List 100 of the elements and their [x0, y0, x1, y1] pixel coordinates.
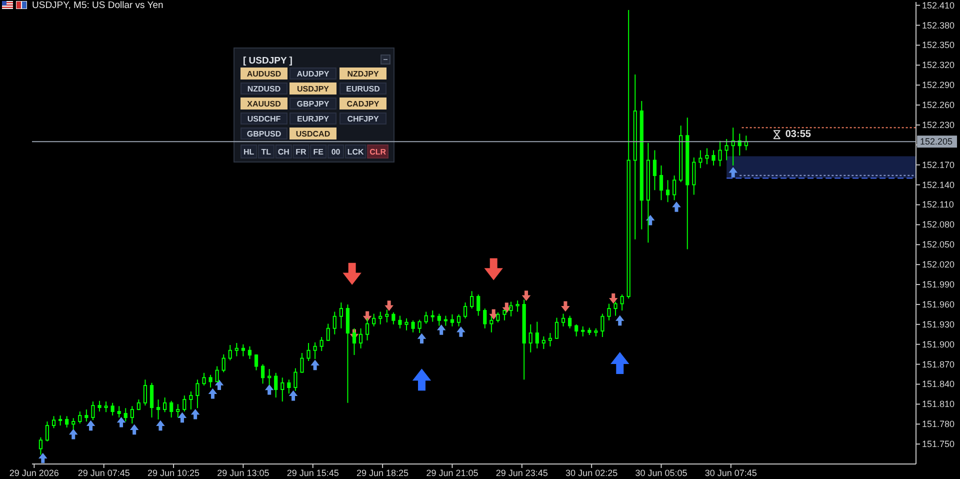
candlestick	[418, 319, 422, 334]
candlestick	[326, 323, 330, 342]
candlestick	[38, 436, 43, 456]
candlestick	[260, 364, 265, 384]
candlestick	[620, 294, 624, 311]
candlestick	[705, 148, 709, 165]
candlestick	[581, 326, 585, 337]
candlestick	[182, 395, 186, 412]
candlestick	[594, 328, 598, 337]
x-tick-label: 30 Jun 05:05	[635, 468, 688, 478]
candlestick	[528, 324, 532, 353]
candlestick	[712, 150, 716, 166]
annotation: CLR	[370, 147, 386, 156]
candlestick	[463, 302, 468, 319]
candlestick	[411, 320, 415, 333]
candlestick	[274, 372, 278, 398]
annotation: GBPJPY	[296, 99, 330, 108]
candlestick	[189, 391, 193, 410]
annotation: LCK	[347, 147, 364, 156]
x-tick-label: 29 Jun 07:45	[78, 468, 130, 478]
candlestick	[672, 175, 676, 201]
x-tick-label: 29 Jun 18:25	[356, 468, 409, 478]
candlestick	[72, 418, 76, 430]
annotation: CHFJPY	[347, 114, 380, 124]
annotation: EURUSD	[346, 84, 380, 94]
candlestick	[130, 406, 134, 424]
candlestick	[483, 308, 487, 329]
annotation: NZDUSD	[247, 84, 281, 94]
candlestick	[163, 397, 167, 413]
y-tick-label: 152.110	[922, 200, 954, 210]
candlestick	[215, 366, 219, 382]
y-tick-label: 151.750	[922, 439, 955, 450]
candlestick	[300, 352, 304, 374]
x-tick-label: 29 Jun 2026	[9, 468, 59, 478]
candlestick	[424, 311, 428, 324]
candlestick	[456, 314, 461, 327]
candlestick	[202, 372, 206, 386]
chart-title: USDJPY, M5: US Dollar vs Yen	[32, 0, 164, 11]
candlestick	[470, 290, 474, 309]
annotation: 00	[331, 147, 341, 156]
annotation: AUDUSD	[246, 69, 282, 78]
candlestick	[679, 125, 683, 183]
ref-line-label: 152.205	[920, 136, 953, 147]
candlestick	[156, 399, 160, 420]
candlestick	[287, 379, 291, 394]
candlestick	[306, 342, 310, 362]
candlestick	[600, 313, 604, 338]
y-tick-label: 151.810	[922, 399, 955, 410]
candlestick	[398, 315, 402, 329]
candlestick	[568, 315, 572, 329]
candlestick	[254, 354, 258, 371]
annotation: GBPUSD	[246, 129, 282, 138]
annotation: USDCAD	[296, 129, 330, 138]
candlestick	[633, 74, 637, 240]
candlestick	[124, 408, 128, 422]
candlestick	[332, 311, 336, 335]
candlestick	[313, 342, 317, 360]
candlestick	[45, 420, 50, 442]
candlestick	[294, 368, 298, 392]
y-tick-label: 152.020	[922, 260, 955, 270]
candlestick	[731, 127, 735, 166]
candlestick	[496, 312, 500, 323]
candlestick	[502, 309, 506, 321]
candlestick	[268, 368, 272, 386]
candlestick	[280, 377, 284, 402]
candlestick	[744, 135, 748, 151]
candlestick	[352, 328, 356, 356]
candlestick	[646, 142, 650, 244]
y-tick-label: 152.080	[922, 220, 955, 230]
candlestick	[65, 416, 69, 428]
candlestick	[143, 379, 148, 406]
candlestick	[150, 382, 154, 418]
annotation: HL	[243, 147, 254, 156]
annotation: FR	[296, 147, 307, 156]
candlestick	[450, 314, 454, 327]
y-tick-label: 151.990	[922, 280, 955, 290]
x-tick-label: 30 Jun 07:45	[704, 468, 757, 478]
annotation: 03:55	[785, 129, 812, 140]
candlestick	[724, 138, 728, 161]
annotation: AUDJPY	[296, 69, 330, 78]
candlestick	[548, 332, 552, 347]
candlestick	[58, 414, 62, 426]
candlestick	[208, 374, 212, 388]
candlestick	[404, 318, 408, 331]
annotation: [ USDJPY ]	[243, 56, 292, 66]
candlestick	[222, 354, 226, 373]
y-tick-label: 152.290	[922, 80, 955, 90]
candlestick	[574, 324, 578, 337]
x-tick-label: 30 Jun 02:25	[566, 468, 618, 478]
y-tick-label: 151.840	[922, 379, 955, 390]
candlestick	[535, 321, 539, 349]
candlestick	[392, 312, 396, 325]
annotation: EURJPY	[296, 114, 330, 124]
candlestick	[358, 328, 363, 349]
candlestick	[666, 180, 670, 203]
candlestick	[366, 318, 370, 341]
y-tick-label: 152.260	[922, 100, 955, 110]
y-tick-label: 152.140	[922, 180, 955, 190]
annotation: XAUUSD	[247, 99, 282, 108]
candlestick	[522, 299, 526, 380]
